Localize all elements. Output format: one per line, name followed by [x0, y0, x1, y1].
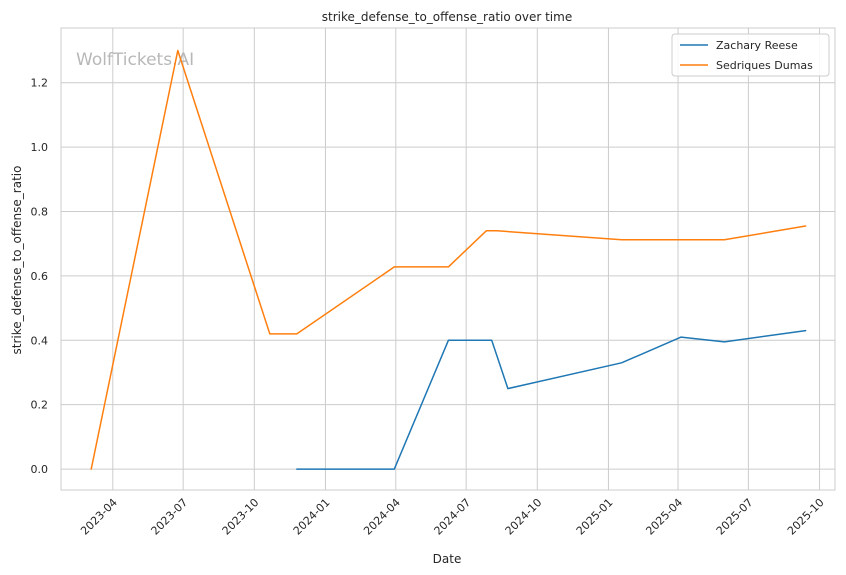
chart-title: strike_defense_to_offense_ratio over tim… — [322, 10, 572, 24]
y-tick-label: 0.2 — [31, 399, 49, 412]
watermark-group: WolfTickets.AI — [76, 50, 194, 70]
plot-frame — [60, 27, 836, 491]
y-tick-label: 1.0 — [31, 141, 49, 154]
series-line-1 — [90, 49, 807, 470]
y-tick-label: 0.4 — [31, 334, 49, 347]
y-tick-label: 1.2 — [31, 77, 49, 90]
legend-box — [671, 33, 830, 77]
series-group — [90, 49, 807, 470]
x-axis-label: Date — [433, 552, 462, 566]
y-axis: 0.0 0.2 0.4 0.6 0.8 1.0 1.2 — [31, 77, 49, 476]
legend-entry-1: Sedriques Dumas — [716, 59, 813, 72]
legend: Zachary Reese Sedriques Dumas — [671, 33, 830, 77]
y-tick-label: 0.8 — [31, 206, 49, 219]
y-axis-label: strike_defense_to_offense_ratio — [10, 166, 24, 355]
y-tick-label: 0.0 — [31, 463, 49, 476]
series-line-0 — [296, 329, 807, 470]
y-tick-label: 0.6 — [31, 270, 49, 283]
watermark: WolfTickets.AI — [76, 50, 194, 70]
legend-entry-0: Zachary Reese — [716, 39, 798, 52]
